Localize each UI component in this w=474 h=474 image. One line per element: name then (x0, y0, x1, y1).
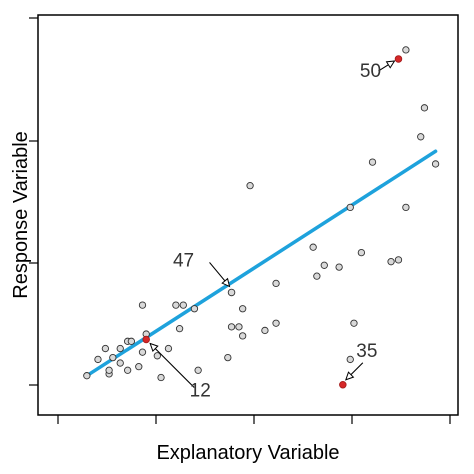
data-point (272, 279, 280, 288)
data-point (431, 160, 440, 168)
data-point (116, 344, 124, 353)
data-point (179, 301, 187, 309)
data-point (194, 366, 202, 374)
data-point (172, 301, 180, 309)
annotation-arrow-head (149, 342, 159, 352)
data-point (417, 133, 425, 141)
data-point (175, 324, 184, 333)
annotation-arrow-head (221, 277, 231, 288)
data-points (83, 46, 440, 382)
data-point (109, 353, 117, 362)
data-point (157, 373, 165, 382)
data-point (320, 261, 328, 269)
data-point (313, 272, 321, 280)
point-label: 50 (360, 61, 381, 82)
data-point (387, 258, 395, 266)
annotation-arrow-head (345, 371, 355, 381)
data-point (235, 323, 243, 331)
data-point (368, 158, 377, 166)
point-annotations: 50 47 12 35 (142, 55, 403, 402)
data-point (239, 305, 247, 313)
data-point (135, 363, 143, 371)
data-point (94, 355, 102, 364)
annotation-arrow-head (385, 60, 396, 69)
data-point (420, 104, 429, 112)
highlighted-point (227, 288, 236, 297)
regression-line (85, 149, 438, 378)
highlighted-point (339, 381, 347, 389)
data-point (261, 326, 269, 335)
data-point (402, 46, 410, 54)
data-point (246, 182, 254, 190)
data-point (394, 256, 403, 264)
data-point (346, 203, 354, 212)
highlighted-point (394, 55, 403, 63)
data-point (357, 248, 366, 257)
point-label: 35 (356, 341, 377, 362)
data-point (127, 337, 136, 345)
data-point (164, 344, 173, 353)
data-point (190, 305, 199, 313)
y-axis-title: Response Variable (10, 131, 32, 299)
data-point (239, 332, 247, 340)
y-axis-ticks (29, 17, 38, 386)
point-label: 47 (173, 250, 194, 271)
annotation-arrow-line (149, 343, 195, 388)
highlighted-point (142, 335, 150, 344)
x-axis-ticks (57, 415, 451, 424)
data-point (138, 301, 147, 309)
data-point (153, 352, 161, 360)
data-point (138, 348, 147, 356)
data-point (346, 355, 354, 364)
data-point (402, 203, 410, 212)
plot-area-border (37, 14, 459, 416)
data-point (272, 319, 280, 327)
data-point (124, 366, 132, 374)
data-point (309, 243, 317, 251)
data-point (116, 359, 124, 367)
data-point (227, 323, 236, 331)
data-point (101, 344, 110, 353)
data-point (335, 263, 343, 271)
x-axis-title: Explanatory Variable (156, 442, 339, 464)
data-point (105, 366, 113, 374)
data-point (224, 353, 232, 362)
data-point (350, 319, 358, 327)
data-point (83, 372, 91, 380)
point-label: 12 (190, 381, 211, 402)
